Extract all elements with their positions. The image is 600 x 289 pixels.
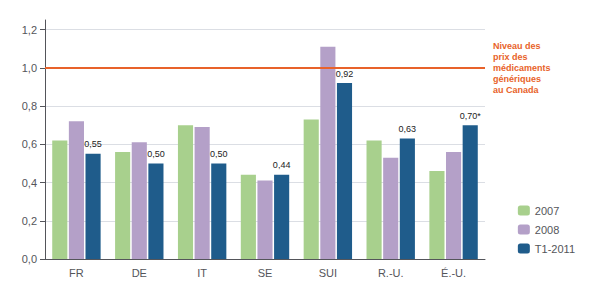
svg-text:SUI: SUI [319, 267, 337, 279]
svg-text:1,2: 1,2 [22, 24, 37, 36]
svg-text:0,63: 0,63 [399, 124, 417, 134]
svg-text:au Canada: au Canada [493, 85, 540, 95]
svg-text:0,4: 0,4 [22, 177, 37, 189]
svg-text:DE: DE [132, 267, 147, 279]
svg-text:1,0: 1,0 [22, 62, 37, 74]
svg-text:FR: FR [69, 267, 84, 279]
svg-text:2007: 2007 [535, 205, 559, 217]
svg-text:IT: IT [197, 267, 207, 279]
svg-text:R.-U.: R.-U. [378, 267, 404, 279]
svg-text:0,2: 0,2 [22, 215, 37, 227]
svg-text:0,70*: 0,70* [460, 111, 482, 121]
svg-text:0,8: 0,8 [22, 100, 37, 112]
svg-text:0,50: 0,50 [210, 149, 228, 159]
svg-text:0,44: 0,44 [273, 160, 291, 170]
svg-text:Niveau des: Niveau des [493, 41, 541, 51]
svg-text:0,92: 0,92 [336, 69, 354, 79]
svg-text:0,0: 0,0 [22, 253, 37, 265]
svg-text:0,50: 0,50 [147, 149, 165, 159]
svg-text:2008: 2008 [535, 224, 559, 236]
svg-text:T1-2011: T1-2011 [535, 243, 575, 255]
svg-text:0,55: 0,55 [84, 139, 102, 149]
svg-text:SE: SE [258, 267, 273, 279]
svg-text:É.-U.: É.-U. [441, 267, 466, 279]
svg-text:0,6: 0,6 [22, 138, 37, 150]
svg-text:médicaments: médicaments [493, 63, 551, 73]
svg-text:prix des: prix des [493, 52, 528, 62]
svg-text:génériques: génériques [493, 74, 541, 84]
